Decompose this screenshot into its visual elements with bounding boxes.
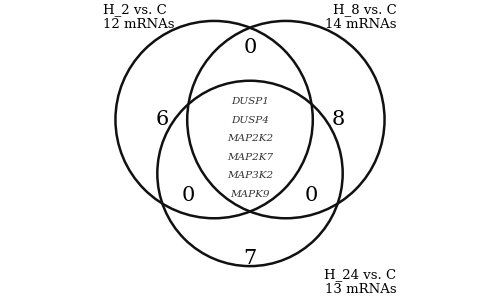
Text: DUSP1: DUSP1	[231, 97, 269, 106]
Text: MAP3K2: MAP3K2	[227, 171, 273, 180]
Text: 8: 8	[332, 110, 345, 129]
Text: H_8 vs. C
14 mRNAs: H_8 vs. C 14 mRNAs	[325, 3, 396, 31]
Text: DUSP4: DUSP4	[231, 116, 269, 125]
Text: MAP2K7: MAP2K7	[227, 153, 273, 162]
Text: 0: 0	[182, 186, 196, 205]
Text: 0: 0	[244, 38, 256, 57]
Text: MAPK9: MAPK9	[230, 190, 270, 199]
Text: 7: 7	[244, 249, 256, 268]
Text: 0: 0	[304, 186, 318, 205]
Text: H_2 vs. C
12 mRNAs: H_2 vs. C 12 mRNAs	[104, 3, 175, 31]
Text: MAP2K2: MAP2K2	[227, 134, 273, 143]
Text: H_24 vs. C
13 mRNAs: H_24 vs. C 13 mRNAs	[324, 268, 396, 296]
Text: 6: 6	[155, 110, 168, 129]
